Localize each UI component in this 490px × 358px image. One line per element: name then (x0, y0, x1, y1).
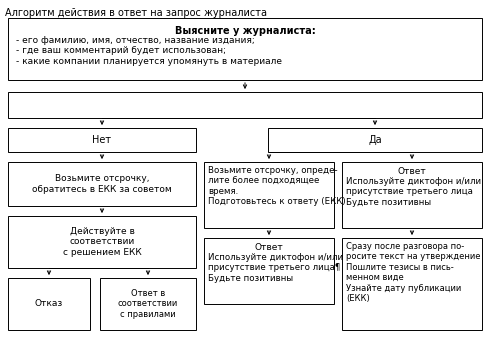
Bar (204, 162, 334, 228)
Bar (8, 278, 90, 330)
Bar (100, 278, 196, 330)
Text: Возьмите отсрочку, опреде-
лите более подходящее
время.
Подготовьтесь к ответу (: Возьмите отсрочку, опреде- лите более по… (208, 166, 345, 206)
Bar (342, 162, 482, 228)
Text: Используйте диктофон и/или
присутствие третьего лица¶
Будьте позитивны: Используйте диктофон и/или присутствие т… (208, 253, 343, 283)
Text: Сразу после разговора по-
росите текст на утверждение
Пошлите тезисы в пись-
мен: Сразу после разговора по- росите текст н… (346, 242, 481, 303)
Bar (8, 18, 482, 80)
Bar (8, 92, 482, 118)
Text: Используйте диктофон и/или
присутствие третьего лица
Будьте позитивны: Используйте диктофон и/или присутствие т… (346, 177, 481, 207)
Bar (204, 238, 334, 304)
Text: Действуйте в
соответствии
с решением ЕКК: Действуйте в соответствии с решением ЕКК (63, 227, 142, 257)
Text: Нет: Нет (93, 135, 112, 145)
Bar (8, 128, 196, 152)
Text: Возьмите отсрочку,
обратитесь в ЕКК за советом: Возьмите отсрочку, обратитесь в ЕКК за с… (32, 174, 172, 194)
Bar (342, 238, 482, 330)
Bar (8, 216, 196, 268)
Text: Ответ в
соответствии
с правилами: Ответ в соответствии с правилами (118, 289, 178, 319)
Bar (8, 162, 196, 206)
Text: Отказ: Отказ (35, 300, 63, 309)
Text: Ответ: Ответ (255, 243, 283, 252)
Text: - его фамилию, имя, отчество, название издания;
- где ваш комментарий будет испо: - его фамилию, имя, отчество, название и… (16, 36, 282, 66)
Text: Ответ: Ответ (397, 167, 426, 176)
Text: Выясните у журналиста:: Выясните у журналиста: (174, 26, 316, 36)
Text: Да: Да (368, 135, 382, 145)
Bar (268, 128, 482, 152)
Text: Алгоритм действия в ответ на запрос журналиста: Алгоритм действия в ответ на запрос журн… (5, 8, 267, 18)
